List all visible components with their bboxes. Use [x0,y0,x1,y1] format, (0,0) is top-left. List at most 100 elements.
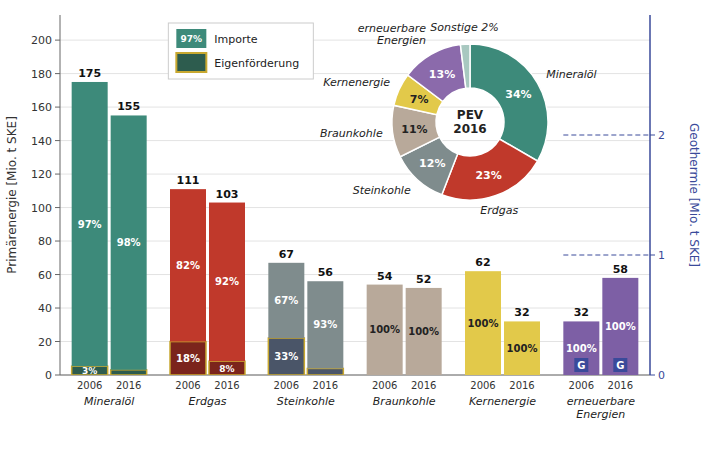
bar-segment [406,288,442,375]
pie-center-label-line: 2016 [453,122,486,136]
segment-label: 93% [313,319,337,330]
grid-line [60,308,650,309]
group-label: Kernenergie [469,395,536,408]
bar-segment [307,368,343,375]
segment-label: 100% [468,318,499,329]
bar-segment [268,338,304,375]
y2-axis-label: Geothermie [Mio. t SKE] [687,123,701,267]
grid-line [60,107,650,108]
slice-category-label: Erdgas [480,204,518,217]
grid-line [60,341,650,342]
annotation: G [577,360,585,371]
bar-segment [268,263,304,338]
y2-tick [650,255,655,256]
segment-label: 100% [566,343,597,354]
y-axis-label: Primärenergie [Mio. t SKE] [5,116,19,274]
legend-box [168,23,313,79]
geothermie-marker [613,358,627,372]
y2-grid-line [563,135,650,136]
y-tick [55,174,60,175]
total-label: 32 [514,306,529,319]
segment-label: 100% [605,321,636,332]
total-label: 32 [574,306,589,319]
y-tick-label: 100 [31,202,52,215]
y-tick [55,308,60,309]
total-label: 111 [177,174,200,187]
y-tick-label: 160 [31,101,52,114]
y-tick-label: 80 [38,235,52,248]
year-label: 2016 [608,380,633,391]
slice-value-label: 34% [505,88,531,101]
bar-segment [465,271,501,375]
y-tick [55,107,60,108]
total-label: 175 [78,67,101,80]
pie-labels: 34%Mineralöl23%Erdgas12%Steinkohle11%Bra… [320,21,597,216]
y2-axis [649,15,651,375]
segment-label: 100% [408,326,439,337]
group-label: erneuerbareEnergien [567,395,636,421]
y-tick-label: 60 [38,269,52,282]
segment-label: 3% [82,366,97,376]
year-label: 2016 [116,380,141,391]
pie-center-label-line: PEV [457,108,484,122]
y-tick [55,241,60,242]
slice-value-label: 12% [419,157,445,170]
chart: 020406080100120140160180200Primärenergie… [0,0,720,455]
y2-tick [650,375,655,376]
bar-segment [111,115,147,369]
year-label: 2016 [214,380,239,391]
grid-line [60,174,650,175]
legend-swatch [176,53,206,72]
bar-segment [367,285,403,375]
x-axis [60,375,650,376]
segment-label: 100% [369,324,400,335]
total-label: 58 [613,263,628,276]
y-axis [60,15,61,375]
grid-line [60,40,650,41]
bar-segment [170,342,206,375]
y-tick-label: 20 [38,336,52,349]
y2-tick-label: 1 [658,249,665,262]
y-tick-label: 180 [31,68,52,81]
year-label: 2016 [313,380,338,391]
segment-label: 97% [78,219,102,230]
y2-tick-label: 0 [658,369,665,382]
year-label: 2006 [274,380,299,391]
segment-label: 100% [507,343,538,354]
year-label: 2006 [470,380,495,391]
total-label: 103 [216,188,239,201]
year-label: 2006 [569,380,594,391]
total-label: 56 [318,266,334,279]
y2-tick [650,135,655,136]
segment-label: 92% [215,276,239,287]
group-label: Mineralöl [84,395,134,408]
pie-slice [470,44,548,161]
total-label: 62 [475,256,490,269]
slice-value-label: 11% [401,123,427,136]
y-tick-label: 120 [31,168,52,181]
year-label: 2006 [77,380,102,391]
y-tick [55,40,60,41]
y2-tick-label: 2 [658,129,665,142]
y-tick [55,73,60,74]
year-label: 2006 [175,380,200,391]
grid-line [60,375,650,376]
y-tick [55,207,60,208]
bar-segment [170,189,206,341]
y-tick-label: 0 [45,369,52,382]
y-tick-label: 200 [31,34,52,47]
slice-category-label: Steinkohle [353,184,411,197]
y-tick [55,140,60,141]
pie-center-label: PEV2016 [453,108,486,136]
legend-swatch-label: 97% [181,34,203,44]
slice-category-label-line: Energien [377,34,426,47]
year-label: 2016 [411,380,436,391]
slice-value-label: 23% [475,169,501,182]
slice-category-label: Sonstige 2% [430,21,498,34]
group-label: Steinkohle [277,395,335,408]
total-label: 67 [279,248,294,261]
total-label: 52 [416,273,431,286]
bar-labels: 3%97%17598%15518%82%1118%92%10333%67%679… [78,67,636,376]
segment-label: 82% [176,260,200,271]
slice-category-label: Braunkohle [320,127,383,140]
